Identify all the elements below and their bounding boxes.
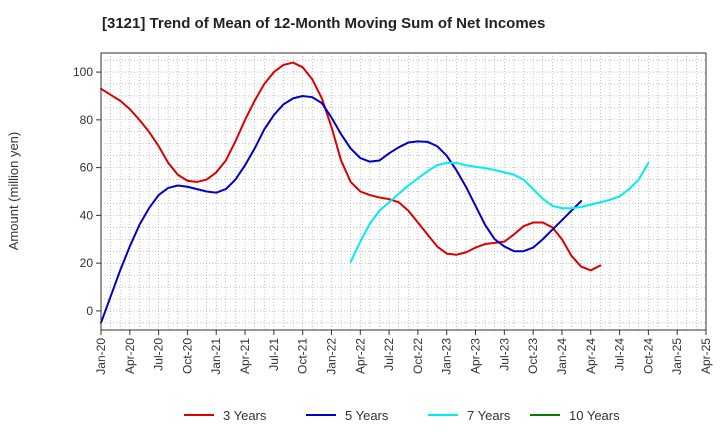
x-tick-label: Jan-23 [440,338,454,375]
y-tick-label: 20 [80,256,94,270]
y-tick-label: 40 [80,208,94,222]
legend: 3 Years 5 Years 7 Years 10 Years [184,408,620,423]
x-tick-label: Jan-24 [555,338,569,375]
y-axis-title: Amount (million yen) [6,132,21,251]
x-tick-label: Jan-22 [324,338,338,375]
x-tick-label: Oct-23 [526,338,540,374]
y-tick-label: 100 [73,65,93,79]
series-line-5-years [100,94,583,324]
x-tick-label: Jul-22 [382,338,396,371]
legend-label-10-years: 10 Years [569,408,620,423]
x-tick-label: Apr-24 [584,338,598,374]
chart-title: [3121] Trend of Mean of 12-Month Moving … [102,15,546,32]
x-tick-label: Oct-22 [411,338,425,374]
y-tick-label: 60 [80,161,94,175]
series-lines [100,61,650,324]
legend-label-5-years: 5 Years [345,408,389,423]
grid [101,53,706,330]
x-tick-label: Apr-22 [353,338,367,374]
x-tick-label: Oct-20 [180,338,194,374]
x-tick-label: Apr-23 [469,338,483,374]
x-tick-label: Apr-20 [123,338,137,374]
x-axis-ticks: Jan-20 Apr-20 Jul-20 Oct-20 Jan-21 Apr-21 Jul-… [94,330,713,375]
x-tick-label: Jan-25 [670,338,684,375]
x-tick-label: Jan-20 [94,338,108,375]
x-tick-label: Apr-21 [238,338,252,374]
x-tick-label: Jul-20 [152,338,166,371]
x-tick-label: Oct-24 [641,338,655,374]
y-tick-label: 0 [86,304,93,318]
x-tick-label: Apr-25 [699,338,713,374]
series-line-3-years [100,61,602,272]
y-axis-ticks: 0 20 40 60 80 100 [73,65,101,318]
legend-label-7-years: 7 Years [467,408,511,423]
series-line-7-years [349,161,650,263]
y-tick-label: 80 [80,113,94,127]
x-tick-label: Jul-21 [267,338,281,371]
x-tick-label: Jul-23 [497,338,511,371]
x-tick-label: Jan-21 [209,338,223,375]
plot-border [100,52,707,331]
legend-label-3-years: 3 Years [223,408,267,423]
x-tick-label: Jul-24 [613,338,627,371]
x-tick-label: Oct-21 [296,338,310,374]
